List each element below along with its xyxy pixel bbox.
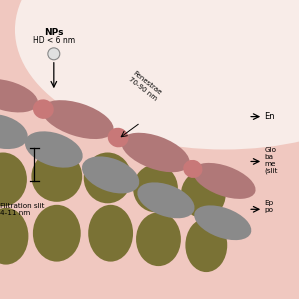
Text: HD < 6 nm: HD < 6 nm: [33, 36, 75, 45]
Ellipse shape: [0, 208, 28, 265]
Text: Filtration slit
4-11 nm: Filtration slit 4-11 nm: [0, 203, 45, 216]
Ellipse shape: [33, 99, 54, 119]
Ellipse shape: [183, 160, 202, 178]
Text: Ep
po: Ep po: [265, 200, 274, 213]
Ellipse shape: [194, 205, 251, 240]
Ellipse shape: [82, 156, 139, 193]
Ellipse shape: [0, 114, 28, 149]
Circle shape: [48, 48, 60, 60]
Ellipse shape: [185, 218, 227, 272]
Ellipse shape: [0, 152, 27, 206]
Ellipse shape: [84, 152, 132, 203]
Text: En: En: [265, 112, 275, 121]
Ellipse shape: [136, 212, 181, 266]
Ellipse shape: [15, 0, 299, 150]
Text: NPs: NPs: [44, 28, 64, 37]
Ellipse shape: [181, 170, 226, 218]
Ellipse shape: [193, 163, 256, 199]
Text: Fenestrae
70-90 nm: Fenestrae 70-90 nm: [127, 70, 163, 102]
Ellipse shape: [42, 100, 114, 139]
Text: Glo
ba
me
(slit: Glo ba me (slit: [265, 147, 278, 174]
Ellipse shape: [133, 164, 178, 212]
Ellipse shape: [33, 205, 81, 262]
Ellipse shape: [108, 128, 129, 147]
Ellipse shape: [25, 131, 83, 168]
Ellipse shape: [137, 182, 195, 218]
Ellipse shape: [31, 151, 82, 202]
Ellipse shape: [88, 205, 133, 262]
Ellipse shape: [0, 79, 38, 112]
Ellipse shape: [121, 133, 190, 172]
